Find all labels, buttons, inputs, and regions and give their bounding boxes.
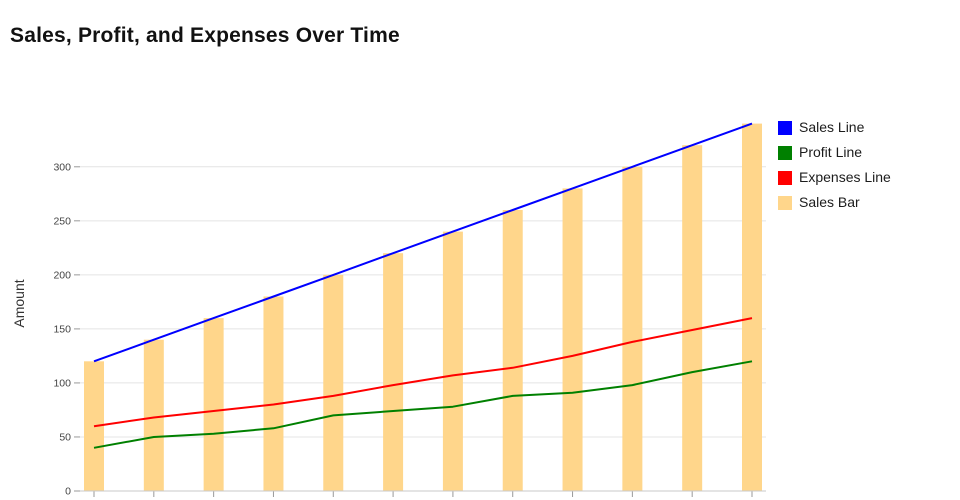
sales-bar — [562, 188, 583, 491]
sales-bar — [323, 274, 344, 491]
profit-line-swatch-icon — [778, 145, 792, 160]
legend-item-sales-bar[interactable]: Sales Bar — [778, 193, 891, 212]
sales-bar — [502, 210, 523, 491]
sales-bar — [742, 123, 762, 491]
legend-item-profit-line[interactable]: Profit Line — [778, 143, 891, 162]
sales-line — [93, 122, 753, 363]
legend-label-expenses-line: Expenses Line — [799, 169, 891, 185]
y-tick-label: 150 — [53, 323, 71, 335]
sales-bar-swatch-icon — [778, 195, 792, 210]
legend-item-expenses-line[interactable]: Expenses Line — [778, 168, 891, 187]
y-axis-title: Amount — [11, 279, 27, 327]
sales-bar — [383, 253, 404, 491]
legend: Sales Line Profit Line Expenses Line Sal… — [778, 118, 891, 212]
legend-label-sales-line: Sales Line — [799, 119, 865, 135]
y-tick-label: 50 — [59, 431, 71, 443]
profit-line — [93, 360, 753, 449]
legend-label-profit-line: Profit Line — [799, 144, 863, 160]
expenses-line-swatch-icon — [778, 170, 792, 185]
sales-line-swatch-icon — [778, 120, 792, 135]
legend-item-sales-line[interactable]: Sales Line — [778, 118, 891, 137]
sales-bar — [442, 231, 463, 491]
sales-bar — [622, 166, 643, 492]
y-tick-label: 200 — [53, 269, 71, 281]
y-tick-label: 250 — [53, 215, 71, 227]
sales-bar — [263, 296, 284, 491]
y-tick-label: 100 — [53, 377, 71, 389]
sales-bar — [203, 318, 224, 491]
sales-bar — [682, 145, 703, 491]
legend-label-sales-bar: Sales Bar — [799, 194, 860, 210]
y-tick-label: 300 — [53, 161, 71, 173]
sales-bar — [143, 339, 164, 491]
y-tick-label: 0 — [65, 486, 71, 498]
expenses-line — [93, 317, 753, 428]
chart-title: Sales, Profit, and Expenses Over Time — [10, 24, 400, 47]
